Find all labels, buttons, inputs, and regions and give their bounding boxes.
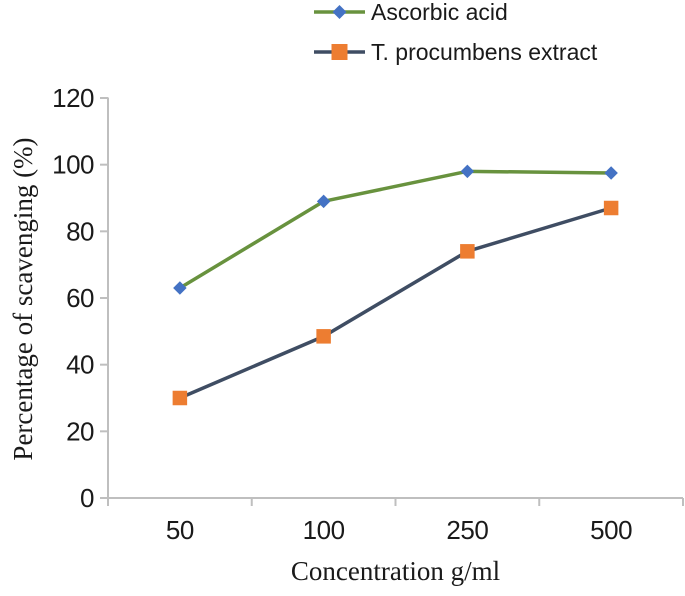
data-point-marker-0	[460, 164, 475, 179]
series-line-1	[178, 206, 613, 400]
x-tick-label: 50	[166, 515, 194, 545]
legend-marker-1	[331, 44, 348, 60]
t-procumbens-extract-legend-swatch	[314, 44, 365, 60]
data-point-marker-1	[603, 200, 619, 216]
data-point-marker-0	[173, 281, 187, 295]
legend-marker-0	[332, 5, 347, 20]
legend-label-t-procumbens-extract: T. procumbens extract	[371, 38, 598, 65]
data-point-marker-1	[172, 390, 188, 406]
legend-label-ascorbic-acid: Ascorbic acid	[371, 0, 508, 25]
y-tick-label: 60	[66, 283, 94, 313]
data-point-marker-1	[460, 244, 475, 259]
ascorbic-acid-legend-swatch	[314, 5, 365, 20]
x-tick-label: 100	[303, 515, 345, 545]
x-tick-label: 250	[446, 515, 488, 545]
y-tick-label: 20	[66, 416, 94, 446]
y-tick-label: 100	[52, 150, 94, 180]
y-axis-title: Percentage of scavenging (%)	[8, 137, 38, 461]
x-axis-title: Concentration g/ml	[290, 556, 501, 586]
legend-item-t-procumbens-extract: T. procumbens extract	[313, 39, 597, 65]
series-line-0	[178, 169, 613, 290]
data-point-marker-1	[316, 329, 331, 344]
y-tick-label: 80	[66, 216, 94, 246]
legend: Ascorbic acid T. procumbens extract	[313, 0, 597, 65]
legend-item-ascorbic-acid: Ascorbic acid	[313, 0, 597, 25]
y-tick-label: 120	[52, 83, 94, 113]
y-tick-label: 40	[66, 350, 94, 380]
y-tick-label: 0	[80, 483, 94, 513]
data-point-marker-0	[604, 166, 618, 180]
x-tick-label: 500	[590, 515, 632, 545]
